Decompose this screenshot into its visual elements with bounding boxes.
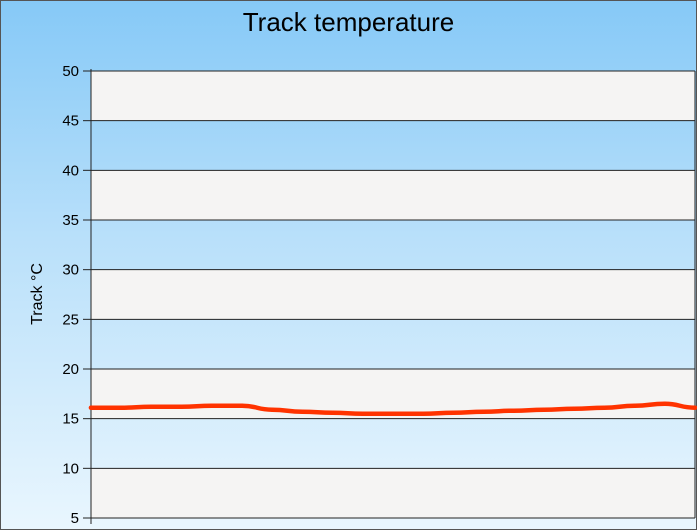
data-point: [511, 408, 516, 413]
data-point: [692, 405, 697, 410]
data-point: [541, 407, 547, 412]
y-tick-label: 10: [62, 460, 79, 477]
data-point: [360, 411, 365, 416]
data-point: [602, 405, 607, 410]
data-point: [632, 403, 637, 408]
data-point: [481, 409, 486, 414]
y-tick-label: 25: [62, 311, 79, 328]
data-point: [239, 403, 245, 408]
y-tick-label: 45: [62, 113, 79, 130]
data-point: [662, 401, 667, 406]
y-tick-label: 30: [62, 262, 79, 279]
data-point: [119, 405, 124, 410]
y-tick-label: 50: [62, 63, 79, 80]
plot-band: [91, 170, 695, 220]
plot-band: [91, 468, 695, 518]
data-point: [451, 410, 456, 415]
data-point: [421, 411, 426, 416]
data-point: [330, 410, 335, 415]
plot-band: [91, 269, 695, 320]
data-point: [300, 409, 305, 414]
data-point: [572, 406, 577, 411]
y-tick-label: 15: [62, 411, 79, 428]
y-tick-label: 35: [62, 212, 79, 229]
data-point: [209, 403, 214, 408]
data-point: [270, 407, 275, 412]
data-point: [88, 405, 94, 410]
data-point: [149, 404, 154, 409]
y-tick-label: 40: [62, 162, 79, 179]
plot-band: [91, 71, 695, 121]
data-point: [390, 411, 396, 416]
chart-title: Track temperature: [242, 7, 455, 37]
y-tick-label: 20: [62, 361, 79, 378]
y-tick-label: 5: [71, 510, 79, 527]
data-point: [179, 404, 184, 409]
plot-band: [91, 369, 695, 419]
